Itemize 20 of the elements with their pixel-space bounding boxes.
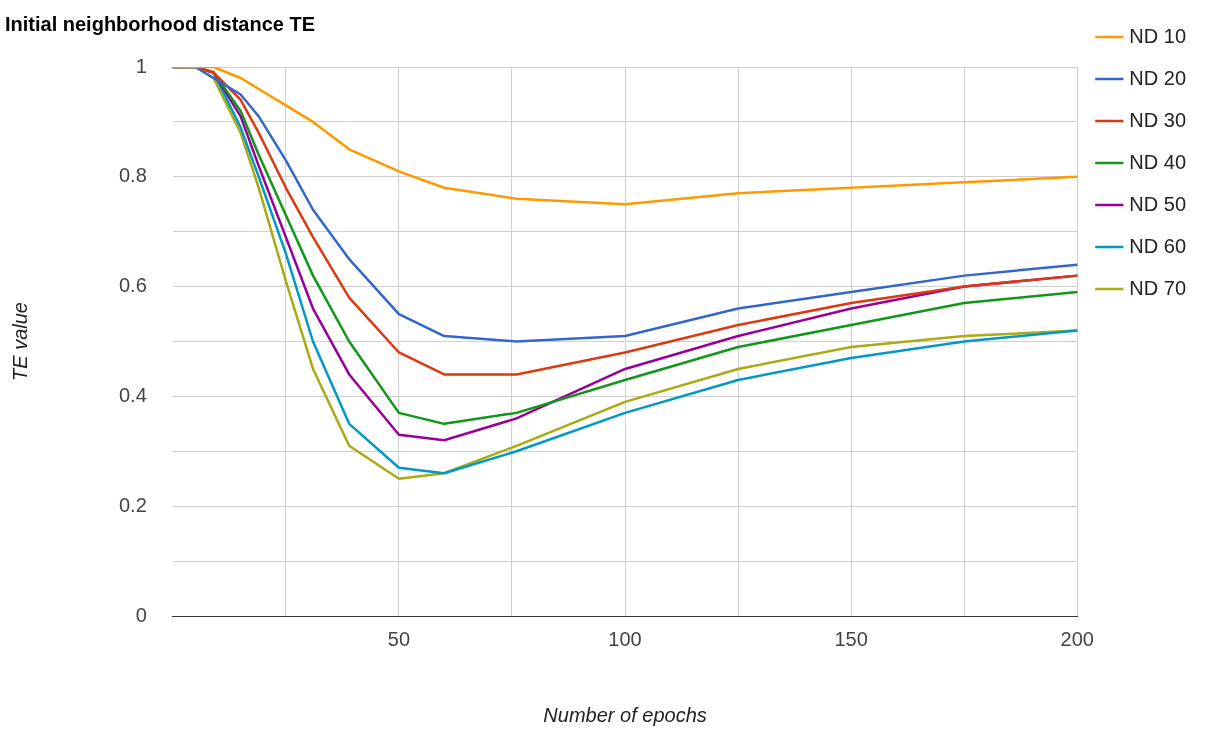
y-tick-label: 0 <box>135 603 147 626</box>
x-tick-label: 50 <box>387 627 411 650</box>
x-tick-label: 200 <box>1060 627 1094 650</box>
x-tick-label: 150 <box>834 627 868 650</box>
x-tick-label: 100 <box>608 627 642 650</box>
y-axis-title: TE value <box>8 302 31 381</box>
legend-label: ND 20 <box>1129 66 1187 89</box>
x-axis-title: Number of epochs <box>543 703 707 726</box>
y-tick-label: 0.2 <box>118 493 147 516</box>
legend-label: ND 60 <box>1129 234 1187 257</box>
y-tick-label: 1 <box>135 54 147 77</box>
chart-title: Initial neighborhood distance TE <box>5 12 316 35</box>
y-tick-label: 0.6 <box>118 274 147 297</box>
y-tick-label: 0.4 <box>118 383 147 406</box>
legend-label: ND 50 <box>1129 192 1187 215</box>
legend-label: ND 10 <box>1129 24 1187 47</box>
legend-label: ND 40 <box>1129 150 1187 173</box>
y-tick-label: 0.8 <box>118 164 147 187</box>
legend-label: ND 30 <box>1129 108 1187 131</box>
legend-label: ND 70 <box>1129 276 1187 299</box>
